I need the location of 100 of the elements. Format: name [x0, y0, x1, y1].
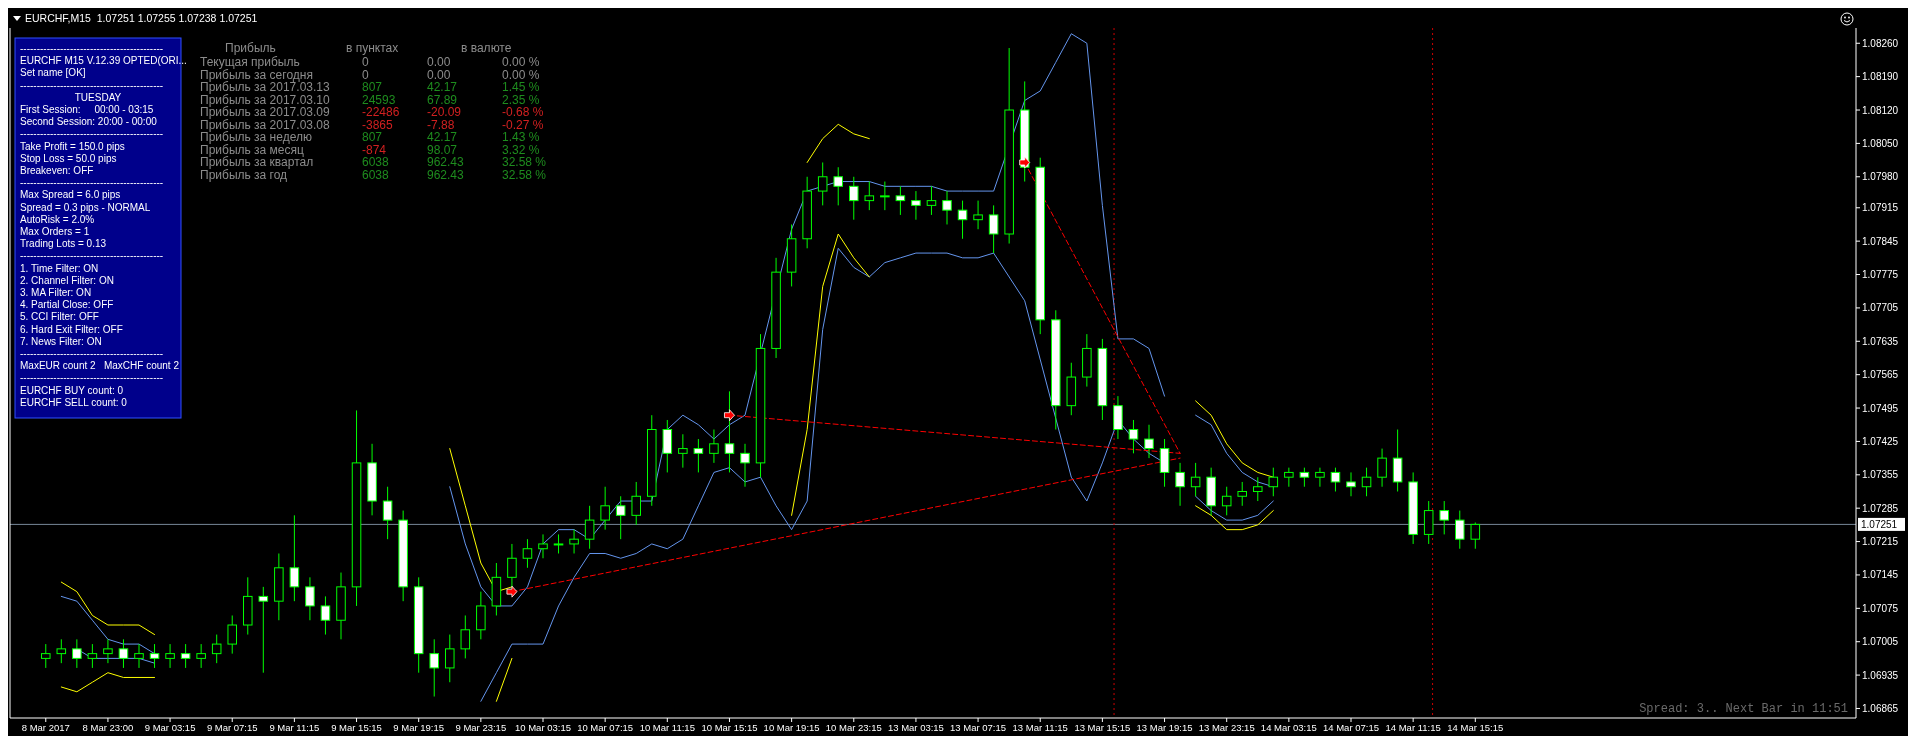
annotation: 1.45 %: [502, 80, 540, 94]
y-tick-label: 1.07915: [1862, 202, 1899, 214]
y-tick-label: 1.07285: [1862, 502, 1899, 514]
annotation: 4. Partial Close: OFF: [20, 299, 114, 311]
annotation: Take Profit = 150.0 pips: [20, 140, 125, 152]
annotation: Breakeven: OFF: [20, 165, 94, 176]
annotation: 807: [362, 80, 383, 94]
annotation: 2.35 %: [502, 92, 540, 107]
y-tick-label: 1.07705: [1862, 302, 1899, 314]
annotation: 6. Hard Exit Filter: OFF: [20, 323, 123, 335]
annotation: Trading Lots = 0.13: [20, 238, 107, 250]
annotation: 42.17: [427, 80, 458, 94]
annotation: 32.58 %: [502, 155, 547, 169]
y-tick-label: 1.08120: [1862, 104, 1899, 116]
annotation: -0.68 %: [502, 105, 544, 119]
annotation: Set name [OK]: [20, 67, 86, 79]
x-tick-label: 10 Mar 19:15: [763, 722, 820, 733]
ref-line-label: 1.07251: [1861, 518, 1898, 530]
annotation: -------------------------------------------: [20, 79, 164, 91]
annotation: 6038: [362, 167, 390, 182]
annotation: 6038: [362, 155, 390, 169]
y-tick-label: 1.07215: [1862, 536, 1899, 548]
y-tick-label: 1.08050: [1862, 137, 1899, 149]
y-tick-label: 1.08190: [1862, 71, 1899, 83]
annotation: Spread = 0.3 pips - NORMAL: [20, 201, 151, 213]
annotation: -874: [362, 142, 387, 157]
x-tick-label: 9 Mar 11:15: [269, 722, 320, 733]
annotation: -0.27 %: [502, 117, 544, 132]
annotation: 962.43: [427, 155, 465, 169]
y-tick-label: 1.07425: [1862, 435, 1899, 447]
chart-title: EURCHF,M15 1.07251 1.07255 1.07238 1.07251: [25, 12, 258, 24]
annotation: 0: [362, 55, 369, 69]
x-tick-label: 14 Mar 11:15: [1385, 722, 1441, 733]
annotation: -------------------------------------------: [20, 372, 164, 384]
annotation: First Session: 00:00 - 03:15: [20, 104, 154, 115]
annotation: Second Session: 20:00 - 00:00: [20, 116, 158, 128]
annotation: 32.58 %: [502, 167, 547, 182]
annotation: -3865: [362, 117, 394, 132]
annotation: 67.89: [427, 92, 458, 107]
annotation: Прибыль за 2017.03.08: [200, 117, 330, 132]
y-tick-label: 1.07355: [1862, 469, 1899, 481]
annotation: 5. CCI Filter: OFF: [20, 311, 99, 323]
annotation: Прибыль за год: [200, 167, 288, 182]
y-tick-label: 1.08260: [1862, 37, 1899, 49]
annotation: 24593: [362, 92, 396, 107]
y-tick-label: 1.07980: [1862, 171, 1899, 183]
annotation: в валюте: [461, 41, 512, 55]
annotation: 42.17: [427, 130, 458, 144]
x-tick-label: 13 Mar 15:15: [1074, 722, 1131, 733]
y-tick-label: 1.07635: [1862, 335, 1899, 347]
annotation: в пунктах: [346, 41, 399, 55]
annotation: 3.32 %: [502, 142, 540, 157]
y-tick-label: 1.07075: [1862, 602, 1899, 614]
x-tick-label: 10 Mar 23:15: [825, 722, 882, 733]
x-tick-label: 14 Mar 07:15: [1323, 722, 1379, 733]
annotation: EURCHF BUY count: 0: [20, 384, 124, 396]
x-tick-label: 9 Mar 03:15: [144, 722, 196, 733]
x-tick-label: 14 Mar 03:15: [1260, 722, 1317, 733]
y-tick-label: 1.07845: [1862, 235, 1899, 247]
annotation: -------------------------------------------: [20, 177, 164, 189]
annotation: Прибыль за 2017.03.10: [200, 92, 330, 107]
annotation: AutoRisk = 2.0%: [20, 213, 95, 225]
y-tick-label: 1.07495: [1862, 402, 1899, 414]
x-tick-label: 9 Mar 15:15: [331, 722, 382, 733]
annotation: Stop Loss = 50.0 pips: [20, 152, 117, 164]
annotation: Прибыль за неделю: [200, 130, 312, 144]
y-tick-label: 1.07775: [1862, 269, 1899, 281]
x-tick-label: 13 Mar 23:15: [1198, 722, 1255, 733]
annotation: EURCHF SELL count: 0: [20, 396, 128, 408]
annotation: EURCHF M15 V.12.39 OPTED(ORI...: [20, 55, 187, 67]
annotation: 807: [362, 130, 383, 144]
x-tick-label: 13 Mar 03:15: [887, 722, 944, 733]
annotation: 0.00: [427, 67, 451, 82]
annotation: -22486: [362, 105, 400, 119]
annotation: 3. MA Filter: ON: [20, 287, 92, 298]
annotation: -------------------------------------------: [20, 250, 164, 262]
annotation: 0: [362, 67, 369, 82]
annotation: -------------------------------------------: [20, 348, 164, 359]
annotation: 7. News Filter: ON: [20, 335, 102, 347]
y-tick-label: 1.07145: [1862, 569, 1899, 581]
x-tick-label: 13 Mar 11:15: [1012, 722, 1068, 733]
annotation: Прибыль за 2017.03.09: [200, 105, 330, 119]
x-tick-label: 10 Mar 15:15: [701, 722, 758, 733]
y-tick-label: 1.07565: [1862, 369, 1899, 381]
annotation: -7.88: [427, 117, 455, 132]
x-tick-label: 13 Mar 19:15: [1136, 722, 1193, 733]
annotation: TUESDAY: [74, 91, 122, 103]
annotation: MaxEUR count 2 MaxCHF count 2: [20, 360, 180, 372]
x-tick-label: 9 Mar 23:15: [455, 722, 507, 733]
y-tick-label: 1.06865: [1862, 702, 1899, 714]
annotation: -------------------------------------------: [20, 43, 164, 54]
x-tick-label: 13 Mar 07:15: [950, 722, 1007, 733]
x-tick-label: 8 Mar 2017: [21, 722, 70, 733]
annotation: Текущая прибыль: [200, 55, 300, 69]
annotation: Max Spread = 6.0 pips: [20, 189, 121, 201]
x-tick-label: 10 Mar 07:15: [577, 722, 634, 733]
x-tick-label: 8 Mar 23:00: [82, 722, 134, 733]
x-tick-label: 9 Mar 19:15: [393, 722, 445, 733]
annotation: 1. Time Filter: ON: [20, 262, 99, 274]
annotation: Прибыль за 2017.03.13: [200, 80, 330, 94]
